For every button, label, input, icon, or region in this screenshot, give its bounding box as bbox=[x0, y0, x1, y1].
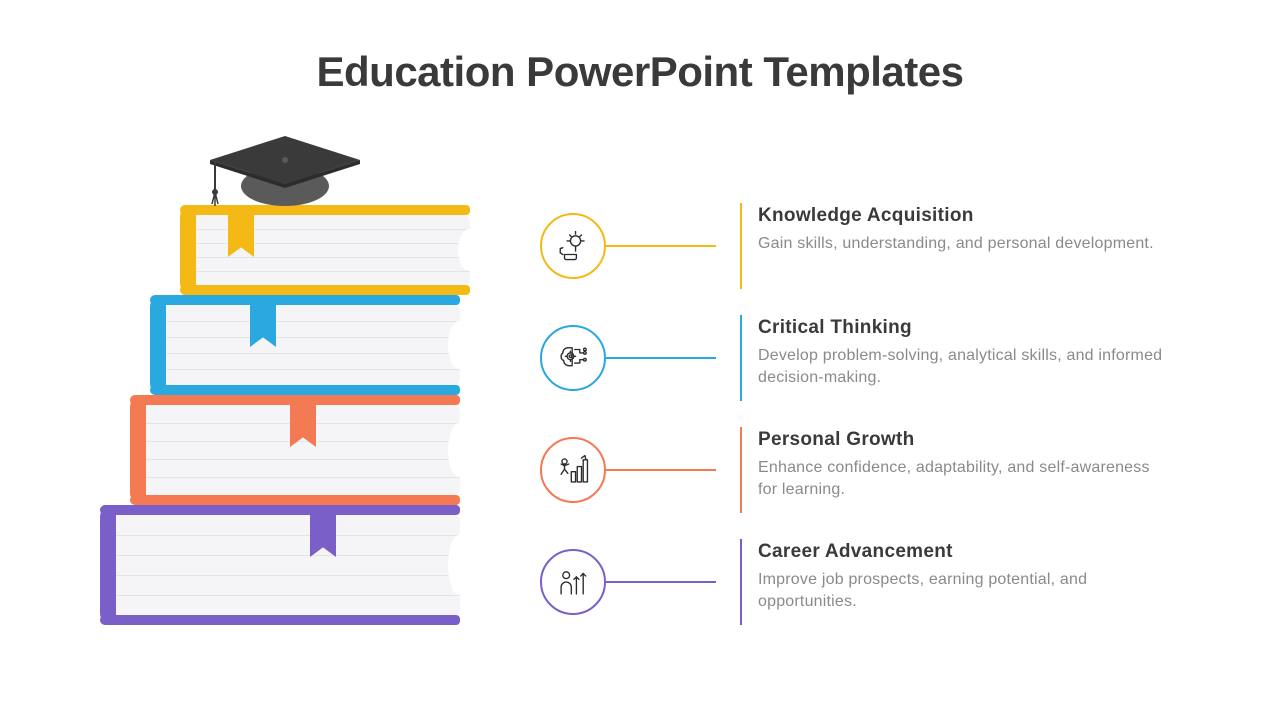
graduation-cap-icon bbox=[200, 130, 370, 210]
book-1 bbox=[180, 205, 470, 295]
lightbulb-hand-icon bbox=[540, 213, 606, 279]
book-3 bbox=[130, 395, 460, 505]
person-arrows-icon bbox=[540, 549, 606, 615]
book-2 bbox=[150, 295, 460, 395]
feature-desc: Improve job prospects, earning potential… bbox=[758, 569, 1170, 612]
books-stack bbox=[100, 155, 480, 655]
feature-desc: Gain skills, understanding, and personal… bbox=[758, 233, 1170, 255]
separator-line bbox=[740, 539, 742, 625]
separator-line bbox=[740, 203, 742, 289]
separator-line bbox=[740, 315, 742, 401]
feature-list: Knowledge Acquisition Gain skills, unders… bbox=[540, 195, 1180, 643]
feature-title: Career Advancement bbox=[758, 541, 1170, 563]
feature-item-2: Critical Thinking Develop problem-solving… bbox=[540, 307, 1180, 413]
feature-title: Personal Growth bbox=[758, 429, 1170, 451]
connector-line bbox=[606, 581, 716, 583]
feature-title: Knowledge Acquisition bbox=[758, 205, 1170, 227]
climb-chart-icon bbox=[540, 437, 606, 503]
feature-desc: Enhance confidence, adaptability, and se… bbox=[758, 457, 1170, 500]
feature-title: Critical Thinking bbox=[758, 317, 1170, 339]
separator-line bbox=[740, 427, 742, 513]
connector-line bbox=[606, 469, 716, 471]
feature-item-4: Career Advancement Improve job prospects,… bbox=[540, 531, 1180, 637]
page-title: Education PowerPoint Templates bbox=[0, 48, 1280, 96]
feature-item-3: Personal Growth Enhance confidence, adapt… bbox=[540, 419, 1180, 525]
brain-gear-icon bbox=[540, 325, 606, 391]
feature-desc: Develop problem-solving, analytical skil… bbox=[758, 345, 1170, 388]
connector-line bbox=[606, 357, 716, 359]
feature-item-1: Knowledge Acquisition Gain skills, unders… bbox=[540, 195, 1180, 301]
connector-line bbox=[606, 245, 716, 247]
book-4 bbox=[100, 505, 460, 625]
